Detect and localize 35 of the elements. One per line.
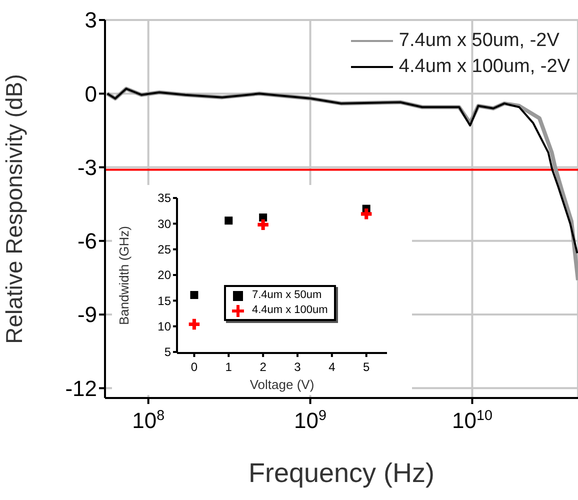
x-axis-title: Frequency (Hz) <box>248 458 435 488</box>
x-tick-label: 1 <box>225 360 232 374</box>
y-tick-label: 35 <box>158 191 172 206</box>
x-tick-label: 3 <box>294 360 302 374</box>
y-tick-label: -12 <box>65 376 97 401</box>
y-axis-title: Relative Responsivity (dB) <box>1 74 28 344</box>
y-tick-label: 5 <box>164 345 172 360</box>
y-axis-title: Bandwidth (GHz) <box>116 226 132 325</box>
y-tick-label: 10 <box>158 320 172 334</box>
y-tick-label: 20 <box>158 268 172 282</box>
x-axis-title: Voltage (V) <box>250 377 314 392</box>
point <box>224 216 233 225</box>
x-tick-label: 2 <box>260 360 267 374</box>
y-tick-label: 0 <box>84 81 97 106</box>
y-tick-label: 3 <box>84 8 97 33</box>
x-tick-label: 5 <box>363 360 370 374</box>
x-tick-label: 0 <box>190 360 198 374</box>
x-tick-label: 4 <box>328 360 336 374</box>
x-tick-label: 10$^{10}$ <box>452 408 492 433</box>
y-tick-label: -6 <box>77 228 97 254</box>
y-tick-label: 30 <box>158 216 172 231</box>
x-tick-label: 10$^{9}$ <box>294 408 327 433</box>
legend-label: 4.4um x 100um, -2V <box>398 55 570 79</box>
point <box>188 318 200 330</box>
point <box>360 208 372 220</box>
legend-label: 7.4um x 50um <box>252 288 322 303</box>
y-tick-label: -3 <box>77 154 97 180</box>
point <box>258 219 268 230</box>
y-tick-label: -9 <box>77 302 97 328</box>
x-tick-label: 10$^{8}$ <box>132 408 165 433</box>
point <box>190 291 198 300</box>
y-tick-label: 15 <box>158 294 172 308</box>
y-tick-label: 25 <box>158 242 172 257</box>
legend-label: 4.4um x 100um <box>252 303 328 318</box>
legend-label: 7.4um x 50um, -2V <box>398 29 560 53</box>
